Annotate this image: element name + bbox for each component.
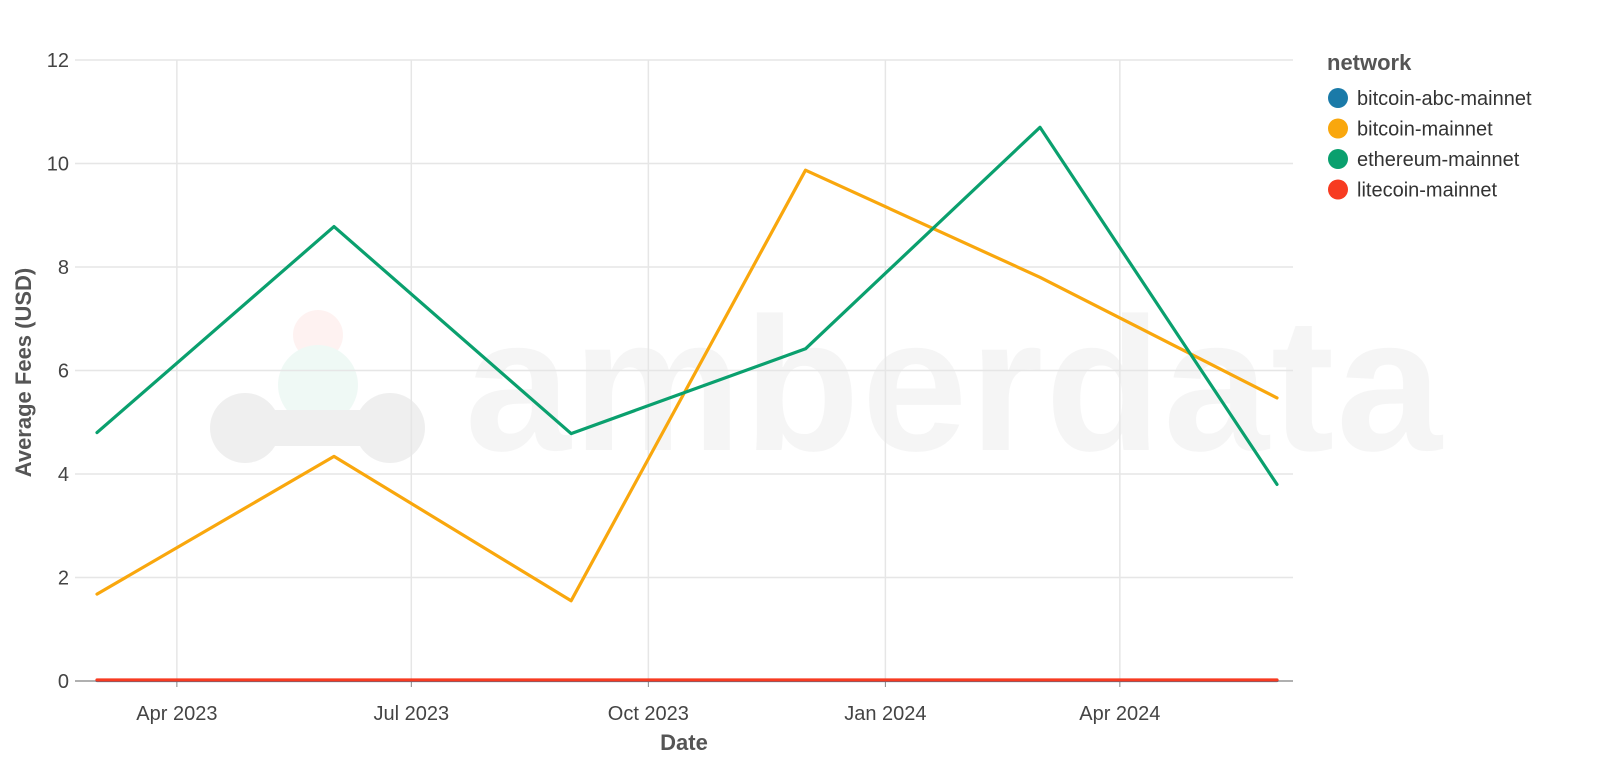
- watermark-logo: [210, 310, 425, 463]
- y-tick-label: 8: [58, 257, 69, 279]
- series-line-bitcoin-mainnet: [95, 168, 1279, 603]
- legend-label: bitcoin-mainnet: [1357, 119, 1493, 141]
- y-axis-title: Average Fees (USD): [11, 268, 36, 477]
- y-tick-label: 2: [58, 568, 69, 590]
- watermark: amberdata: [210, 279, 1444, 491]
- y-tick-label: 10: [47, 154, 69, 176]
- legend-item[interactable]: ethereum-mainnet: [1328, 149, 1520, 171]
- x-tick-label: Oct 2023: [608, 703, 689, 725]
- series-line-ethereum-mainnet: [95, 125, 1279, 486]
- legend-swatch: [1328, 179, 1348, 200]
- legend-item[interactable]: litecoin-mainnet: [1328, 179, 1498, 202]
- legend-label: litecoin-mainnet: [1357, 180, 1498, 202]
- legend-item[interactable]: bitcoin-mainnet: [1328, 118, 1493, 141]
- y-tick-label: 6: [58, 361, 69, 383]
- legend-swatch: [1328, 118, 1348, 139]
- y-tick-label: 4: [58, 464, 69, 486]
- x-tick-label: Jul 2023: [374, 703, 450, 725]
- legend-label: ethereum-mainnet: [1357, 149, 1520, 171]
- x-tick-label: Jan 2024: [844, 703, 926, 725]
- x-tick-label: Apr 2023: [136, 703, 217, 725]
- legend-title: network: [1327, 50, 1412, 75]
- legend-swatch: [1328, 149, 1348, 169]
- legend-swatch: [1328, 88, 1348, 108]
- legend-item[interactable]: bitcoin-abc-mainnet: [1328, 88, 1532, 110]
- x-tick-label: Apr 2024: [1079, 703, 1160, 725]
- y-tick-label: 0: [58, 671, 69, 693]
- legend-label: bitcoin-abc-mainnet: [1357, 88, 1532, 110]
- x-axis-title: Date: [660, 730, 708, 755]
- watermark-text: amberdata: [465, 279, 1444, 491]
- y-tick-label: 12: [47, 50, 69, 72]
